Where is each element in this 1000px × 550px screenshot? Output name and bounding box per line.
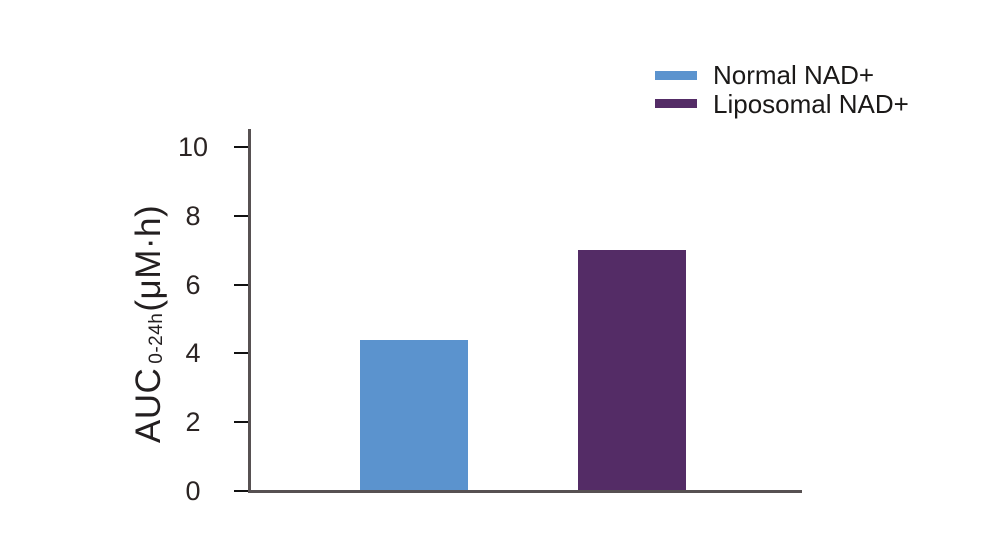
legend-swatch-icon — [655, 70, 697, 80]
y-tick-label-2: 2 — [185, 407, 201, 438]
bar-liposomal-nad — [578, 250, 686, 491]
y-tick-mark-6 — [234, 283, 251, 286]
y-tick-label-4: 4 — [185, 338, 201, 369]
legend-swatch-icon — [655, 99, 697, 109]
y-tick-label-8: 8 — [185, 200, 201, 231]
y-tick-mark-0 — [234, 490, 251, 492]
legend-label: Normal NAD+ — [713, 60, 875, 91]
legend-row-1: Liposomal NAD+ — [655, 90, 909, 119]
legend-label: Liposomal NAD+ — [713, 88, 909, 119]
y-tick-label-6: 6 — [185, 269, 201, 300]
legend: Normal NAD+ Liposomal NAD+ — [655, 61, 909, 118]
legend-row-0: Normal NAD+ — [655, 61, 909, 90]
y-axis-line — [248, 129, 251, 493]
y-tick-mark-4 — [234, 352, 251, 355]
y-tick-mark-10 — [234, 146, 251, 148]
x-axis-line — [248, 490, 802, 493]
bar-normal-nad — [360, 339, 468, 491]
y-tick-label-0: 0 — [185, 476, 201, 506]
y-tick-mark-8 — [234, 214, 251, 217]
y-tick-label-10: 10 — [177, 132, 209, 162]
y-tick-mark-2 — [234, 421, 251, 424]
